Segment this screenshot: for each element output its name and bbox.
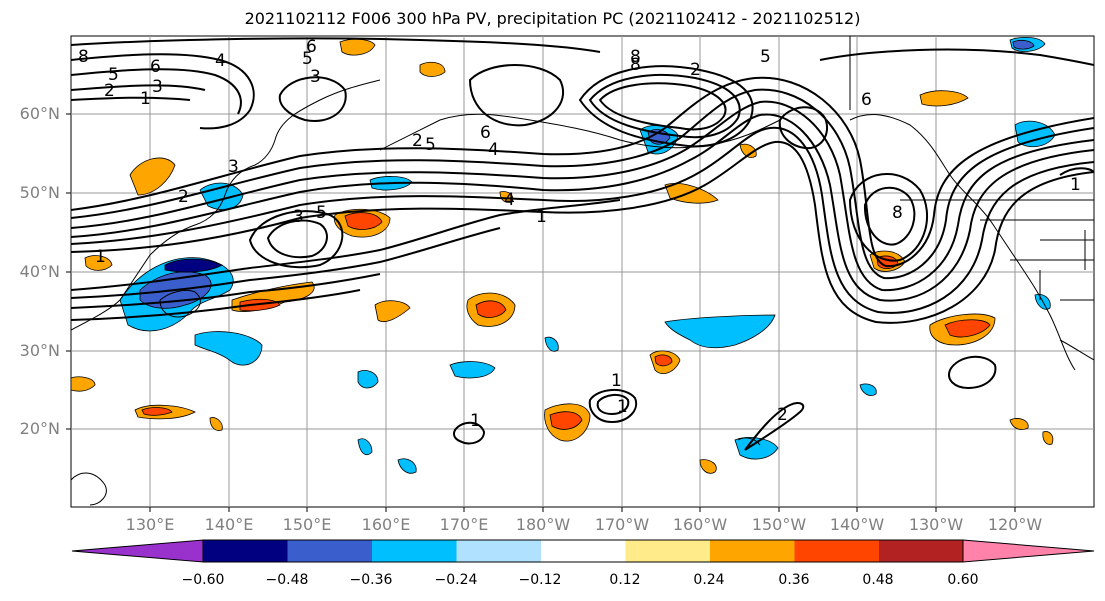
coastlines (71, 36, 1094, 506)
lon-label: 150°W (751, 515, 807, 534)
contour-label: 1 (470, 411, 481, 431)
colorbar-tick: −0.60 (181, 572, 225, 588)
contour-label: 3 (310, 67, 321, 87)
axis-ticks (66, 113, 1016, 512)
lat-label: 30°N (19, 341, 60, 360)
contour-label: 4 (488, 140, 499, 160)
lon-label: 140°W (829, 515, 885, 534)
contour-label: 5 (760, 47, 771, 67)
contour-label: 5 (425, 135, 436, 155)
colorbar-tick: 0.12 (609, 572, 641, 588)
contour-label: 8 (78, 47, 89, 67)
map-title: 2021102112 F006 300 hPa PV, precipitatio… (244, 9, 861, 28)
contour-label: 6 (306, 37, 317, 57)
lon-label: 180°W (515, 515, 571, 534)
contour-label: 8 (630, 55, 641, 75)
colorbar-tick: −0.36 (349, 572, 393, 588)
contour-label: 8 (892, 203, 903, 223)
colorbar-tick: 0.24 (693, 572, 725, 588)
contour-label: 1 (95, 247, 106, 267)
lat-label: 60°N (19, 104, 60, 123)
lat-label: 20°N (19, 419, 60, 438)
contour-label: 2 (412, 131, 423, 151)
pv-contours (71, 37, 1094, 451)
contour-label: 6 (480, 123, 491, 143)
lon-label: 160°E (361, 515, 411, 534)
contour-label: 5 (316, 203, 327, 223)
colorbar-tick: −0.24 (434, 572, 478, 588)
contour-label: 5 (302, 49, 313, 69)
contour-label: 4 (215, 51, 226, 71)
lon-label: 160°W (672, 515, 728, 534)
lon-label: 170°E (439, 515, 489, 534)
lat-label: 40°N (19, 262, 60, 281)
colorbar-tick: −0.48 (265, 572, 309, 588)
lon-label: 170°W (594, 515, 650, 534)
contour-label: 1 (140, 89, 151, 109)
colorbar-tick: 0.36 (778, 572, 810, 588)
contour-label: 1 (611, 371, 622, 391)
contour-label: 5 (108, 65, 119, 85)
contour-label: 1 (536, 207, 547, 227)
lon-label: 140°E (204, 515, 254, 534)
contour-label: 2 (178, 187, 189, 207)
contour-label: 3 (152, 77, 163, 97)
contour-label: 1 (1070, 175, 1081, 195)
contour-label: 6 (150, 57, 161, 77)
lon-label: 130°E (125, 515, 175, 534)
colorbar-tick: 0.60 (947, 572, 979, 588)
contour-label: 2 (104, 81, 115, 101)
lon-label: 150°E (282, 515, 332, 534)
contour-label: 4 (504, 190, 515, 210)
contour-label: 3 (293, 207, 304, 227)
lat-label: 50°N (19, 183, 60, 202)
lon-label: 120°W (987, 515, 1043, 534)
contour-label: 2 (690, 60, 701, 80)
contour-label: 6 (861, 90, 872, 110)
colorbar-tick: −0.12 (518, 572, 562, 588)
contour-label: 1 (617, 397, 628, 417)
colorbar-tick: 0.48 (862, 572, 894, 588)
contour-label: 3 (228, 157, 239, 177)
contour-label: 8 (630, 47, 641, 67)
contour-label: 2 (777, 405, 788, 425)
lon-label: 130°W (908, 515, 964, 534)
